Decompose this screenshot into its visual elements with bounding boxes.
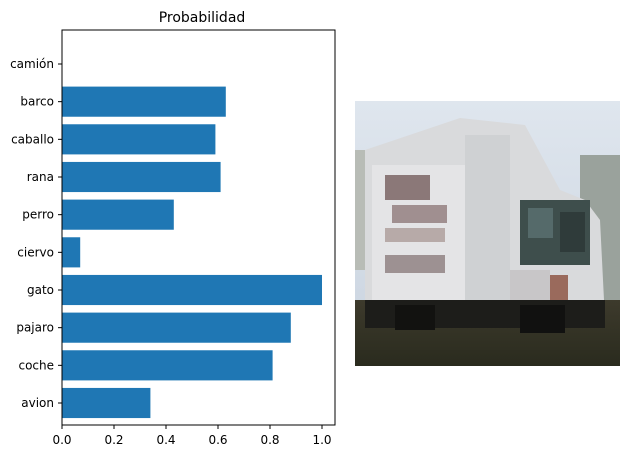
- truck-photo-thumbnail: [355, 101, 620, 366]
- bar-gato: [62, 274, 322, 306]
- bars-group: [62, 86, 322, 419]
- x-tick-label: 0.0: [52, 433, 71, 447]
- bar-ciervo: [62, 237, 81, 268]
- y-tick-label: rana: [27, 170, 54, 184]
- y-axis-ticks: avion coche pajaro gato ciervo perro rana cabal…: [10, 57, 62, 410]
- bar-pajaro: [62, 312, 291, 343]
- y-tick-label: gato: [27, 283, 54, 297]
- chart-title: Probabilidad: [159, 10, 246, 26]
- bar-coche: [62, 350, 273, 381]
- x-tick-label: 0.2: [104, 433, 123, 447]
- bar-caballo: [62, 124, 216, 155]
- y-tick-label: caballo: [11, 132, 54, 146]
- y-tick-label: ciervo: [17, 245, 54, 259]
- y-tick-label: pajaro: [16, 321, 54, 335]
- x-tick-label: 0.8: [260, 433, 279, 447]
- bar-avion: [62, 387, 151, 419]
- y-tick-label: coche: [18, 358, 54, 372]
- bar-perro: [62, 199, 174, 230]
- y-tick-label: barco: [20, 95, 54, 109]
- x-tick-label: 0.6: [208, 433, 227, 447]
- x-tick-label: 1.0: [312, 433, 331, 447]
- y-tick-label: perro: [22, 208, 54, 222]
- y-tick-label: camión: [10, 57, 54, 71]
- y-tick-label: avion: [21, 396, 54, 410]
- x-axis-ticks: 0.0 0.2 0.4 0.6 0.8 1.0: [52, 425, 332, 447]
- x-tick-label: 0.4: [156, 433, 175, 447]
- bar-rana: [62, 161, 221, 193]
- bar-barco: [62, 86, 226, 117]
- plot-frame: [61, 29, 336, 426]
